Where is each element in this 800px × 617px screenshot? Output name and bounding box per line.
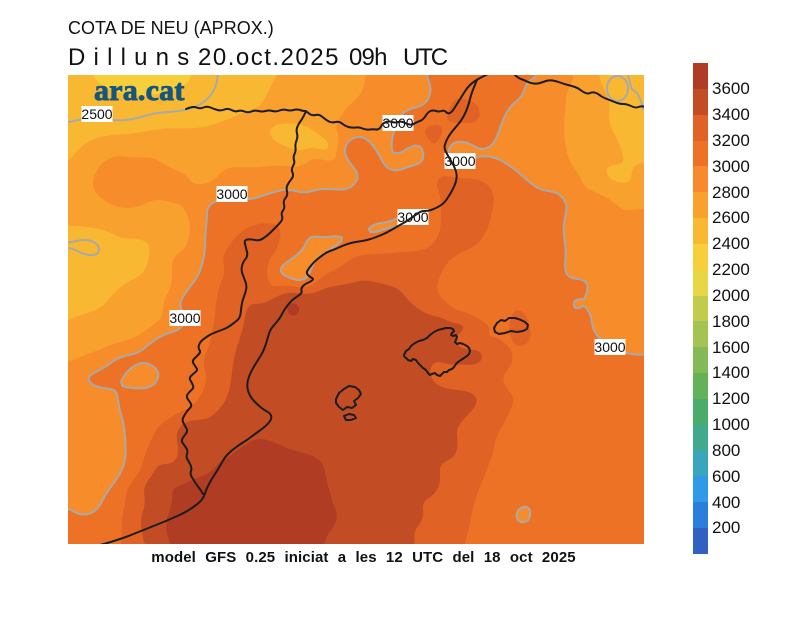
svg-text:3000: 3000 — [169, 310, 200, 326]
svg-text:2500: 2500 — [81, 106, 112, 122]
svg-text:3000: 3000 — [216, 186, 247, 202]
svg-text:3000: 3000 — [444, 153, 475, 169]
svg-text:3000: 3000 — [594, 339, 625, 355]
